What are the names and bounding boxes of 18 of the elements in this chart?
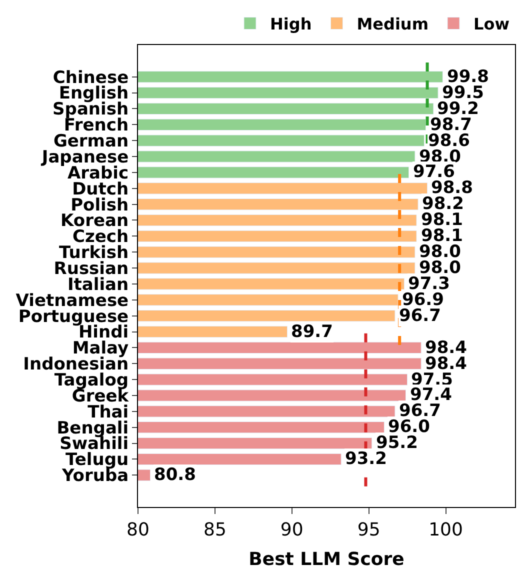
legend-label: Medium <box>356 14 428 34</box>
legend-label: High <box>270 14 312 34</box>
data-label: 98.4 <box>425 354 468 374</box>
x-tick-label: 80 <box>126 520 150 541</box>
data-label: 80.8 <box>154 465 196 485</box>
y-tick-label: Bengali <box>56 418 129 438</box>
x-axis-title: Best LLM Score <box>248 549 404 570</box>
data-label: 96.7 <box>399 306 441 326</box>
x-tick-label: 90 <box>280 520 304 541</box>
x-tick-label: 85 <box>203 520 226 541</box>
y-tick-label: Malay <box>72 338 129 359</box>
y-tick-label: Telugu <box>66 450 129 470</box>
legend-label: Low <box>474 14 510 34</box>
x-tick-label: 100 <box>428 520 463 541</box>
data-label: 93.2 <box>345 449 387 469</box>
x-tick-label: 95 <box>357 520 380 541</box>
y-tick-label: Tagalog <box>54 370 129 390</box>
data-label: 89.7 <box>291 322 333 342</box>
